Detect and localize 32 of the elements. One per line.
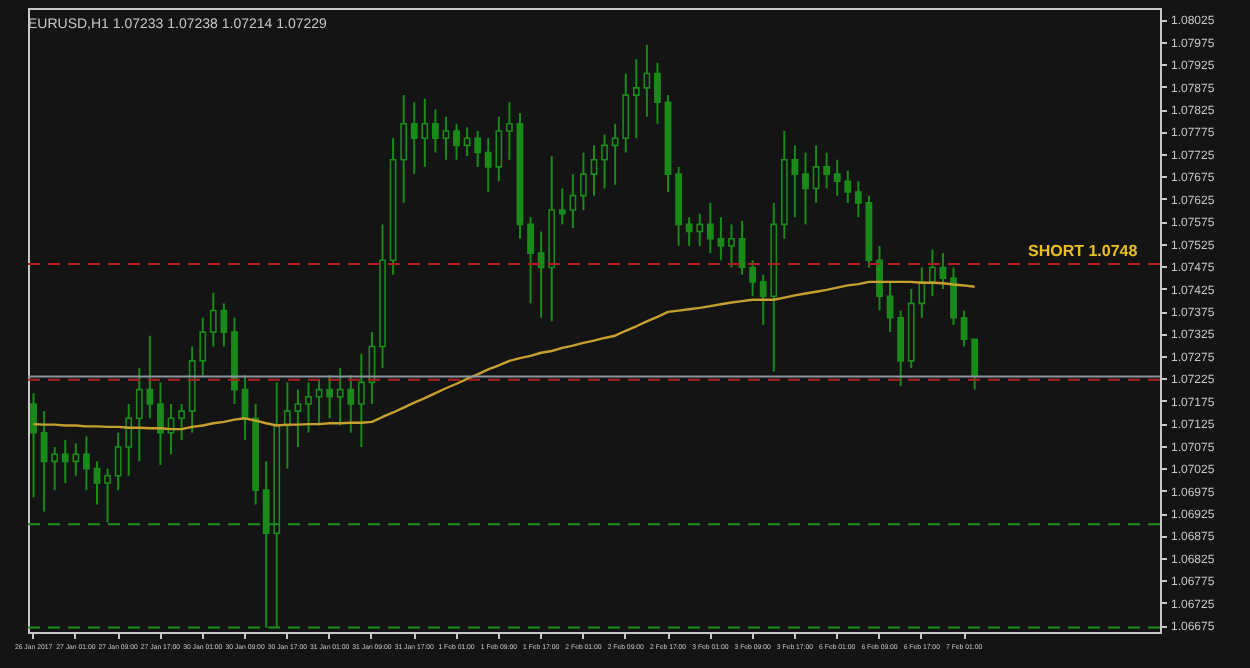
candlestick [897,309,905,387]
candlestick [527,216,534,305]
candlestick [928,248,936,298]
candlestick [453,122,460,161]
candlestick [749,259,757,298]
candlestick [950,266,957,326]
candlestick [431,108,439,154]
candlestick [802,151,809,226]
candlestick [506,101,513,161]
candlestick [294,388,302,449]
candlestick [886,280,894,334]
ref-line-label: SHORT 1.0748 [1028,241,1139,260]
candlestick [30,392,37,499]
candlestick [93,460,101,506]
candlestick [654,61,661,125]
candlestick [315,377,323,427]
candlestick [83,435,90,492]
candlestick [400,94,408,204]
candlestick [157,381,164,466]
candlestick [791,144,799,219]
candlestick [728,223,735,269]
candlestick [590,144,598,197]
candlestick [442,115,450,161]
candlestick [854,180,862,219]
candlestick [823,151,831,190]
candlestick [580,151,587,212]
candlestick [178,402,185,441]
candlestick [357,352,365,449]
candlestick [601,133,608,190]
candlestick [305,381,312,434]
candlestick [876,244,883,312]
candlestick [326,374,334,420]
